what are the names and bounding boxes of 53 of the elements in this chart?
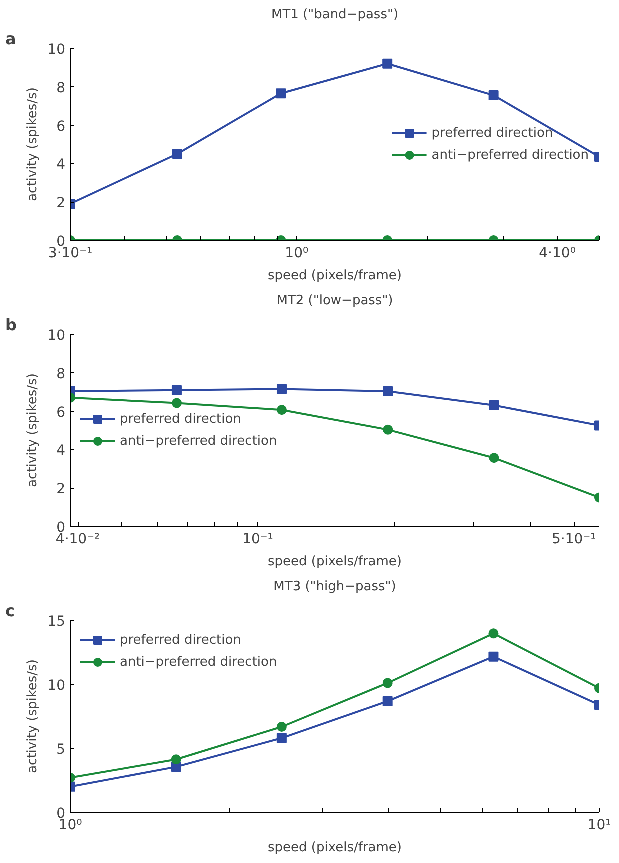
x-tick-label: 10⁰: [285, 246, 309, 262]
chart-title: MT2 ("low−pass"): [276, 294, 394, 308]
y-tick-label: 2: [56, 482, 66, 498]
point: [172, 398, 182, 408]
point: [382, 678, 393, 688]
point: [276, 405, 287, 416]
point: [276, 384, 287, 394]
y-axis-title: activity (spikes/s): [26, 374, 41, 488]
y-tick-label: 10: [48, 678, 66, 694]
point: [172, 149, 183, 160]
x-tick-label: 10⁻¹: [242, 532, 274, 548]
x-axis-title: speed (pixels/frame): [268, 268, 402, 284]
point: [488, 90, 499, 101]
point: [488, 628, 499, 639]
y-tick-label: 10: [48, 42, 66, 58]
x-axis-title: speed (pixels/frame): [268, 840, 402, 856]
text: c: [6, 602, 15, 620]
point: [382, 58, 393, 69]
y-tick-label: 5: [56, 742, 66, 758]
point: [276, 733, 287, 744]
y-tick-label: 4: [56, 157, 66, 174]
x-tick-label: 4·10⁰: [539, 246, 576, 262]
legend-label: preferred direction: [120, 632, 242, 648]
y-tick-label: 10: [48, 328, 66, 344]
legend-label: anti−preferred direction: [120, 434, 278, 448]
y-axis-title: activity (spikes/s): [26, 88, 41, 202]
text: a: [6, 30, 16, 48]
y-tick-label: 6: [56, 118, 66, 135]
y-tick-label: 15: [48, 614, 66, 630]
y-tick-label: 6: [56, 404, 66, 421]
point: [383, 424, 394, 435]
point: [276, 88, 286, 99]
legend-label: preferred direction: [432, 126, 554, 140]
point: [383, 386, 394, 397]
legend-label: anti−preferred direction: [432, 148, 589, 162]
legend-label: anti−preferred direction: [120, 654, 278, 670]
y-tick-label: 4: [56, 443, 66, 460]
y-tick-label: 8: [56, 366, 66, 382]
x-tick-label: 5·10⁻¹: [552, 532, 596, 548]
point: [171, 754, 182, 765]
point: [488, 652, 499, 662]
y-axis-title: activity (spikes/s): [26, 660, 41, 774]
point: [172, 385, 182, 396]
chart-title: MT1 ("band−pass"): [271, 8, 399, 22]
y-tick-label: 2: [56, 196, 66, 212]
text: b: [6, 316, 17, 334]
x-axis-title: speed (pixels/frame): [268, 554, 402, 570]
chart-title: MT3 ("high−pass"): [274, 580, 396, 594]
y-tick-label: 8: [56, 80, 66, 96]
point: [382, 696, 393, 706]
point: [276, 722, 287, 732]
x-tick-label: 10¹: [588, 818, 612, 834]
legend-label: preferred direction: [120, 412, 242, 426]
